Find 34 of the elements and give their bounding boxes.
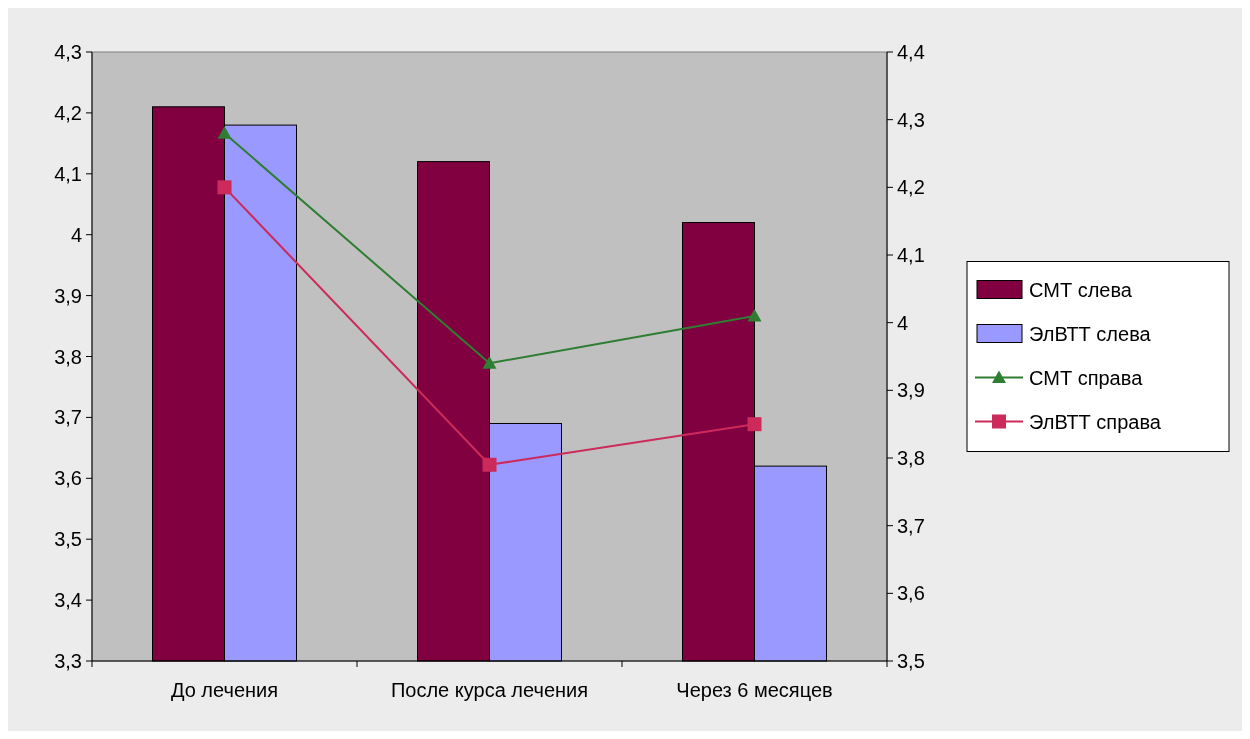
legend-label: СМТ слева xyxy=(1029,278,1133,301)
y2-tick-label: 3,8 xyxy=(897,447,925,469)
y-tick-label: 3,3 xyxy=(54,650,82,672)
y-tick-label: 4 xyxy=(70,223,82,246)
y-tick-label: 3,6 xyxy=(54,467,82,490)
y-tick-label: 3,9 xyxy=(54,284,82,307)
y2-tick-label: 4,2 xyxy=(897,176,925,199)
y-tick-label: 3,7 xyxy=(54,406,82,429)
x-tick-label: До лечения xyxy=(170,679,279,701)
point xyxy=(747,417,762,432)
point xyxy=(217,180,232,195)
y-tick-label: 4,3 xyxy=(54,41,82,63)
y-tick-label: 4,1 xyxy=(54,162,82,185)
y-tick-label: 3,8 xyxy=(54,345,82,368)
y2-tick-label: 3,6 xyxy=(897,582,925,605)
x-tick-label: После курса лечения xyxy=(390,679,589,701)
y2-tick-label: 3,7 xyxy=(897,514,925,537)
point xyxy=(482,356,497,369)
y-tick-label: 4,2 xyxy=(54,101,82,124)
y-tick-label: 3,5 xyxy=(54,528,82,551)
legend-label: ЭлВТТ справа xyxy=(1029,410,1162,433)
legend-label: СМТ справа xyxy=(1029,366,1144,389)
y2-tick-label: 3,5 xyxy=(897,650,925,672)
y-tick-label: 3,4 xyxy=(54,589,82,612)
point xyxy=(747,308,762,322)
legend-label: ЭлВТТ слева xyxy=(1029,322,1152,345)
y2-tick-label: 4,1 xyxy=(897,244,925,266)
point xyxy=(217,126,232,139)
x-tick-label: Через 6 месяцев xyxy=(676,679,833,701)
point xyxy=(482,457,497,472)
y2-tick-label: 4,4 xyxy=(897,41,925,63)
y2-tick-label: 4 xyxy=(897,311,909,334)
y2-tick-label: 4,3 xyxy=(897,108,925,131)
y2-tick-label: 3,9 xyxy=(897,379,925,402)
